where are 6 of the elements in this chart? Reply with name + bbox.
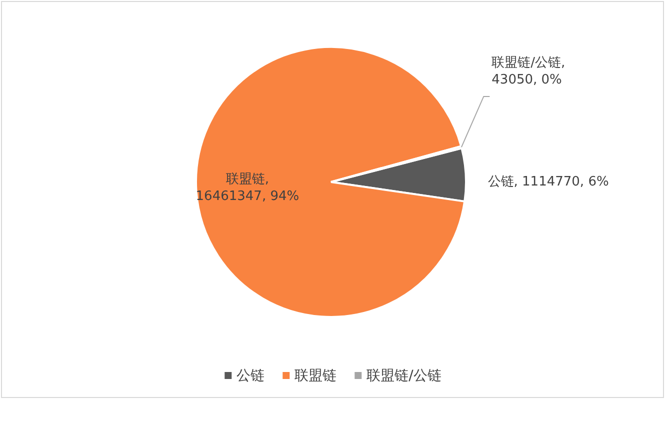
legend-label: 联盟链	[294, 368, 337, 384]
legend-label: 公链	[236, 368, 265, 384]
data-label: 公链, 1114770, 6%	[488, 174, 609, 190]
legend-label: 联盟链/公链	[366, 368, 442, 384]
pie-slice	[195, 46, 466, 318]
data-label: 联盟链/公链, 43050, 0%	[492, 55, 566, 88]
